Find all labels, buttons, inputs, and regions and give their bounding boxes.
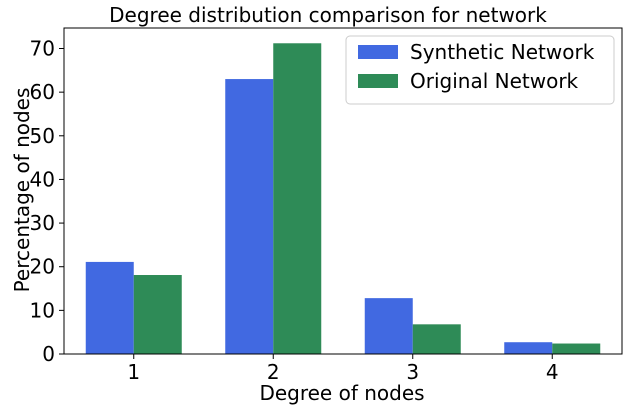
legend-label: Synthetic Network <box>410 40 595 64</box>
y-tick-label: 30 <box>30 211 55 235</box>
y-tick-label: 50 <box>30 124 55 148</box>
y-tick-label: 10 <box>30 298 55 322</box>
y-tick-label: 60 <box>30 80 55 104</box>
chart-title: Degree distribution comparison for netwo… <box>109 3 547 27</box>
y-axis-title: Percentage of nodes <box>10 88 34 293</box>
legend-box <box>345 35 615 105</box>
bar-synthetic-network-4 <box>504 342 553 354</box>
bar-original-network-3 <box>412 324 461 354</box>
x-tick-label: 2 <box>267 360 280 384</box>
bar-synthetic-network-1 <box>85 261 134 354</box>
bar-original-network-1 <box>133 275 182 354</box>
plot-frame <box>63 27 623 355</box>
bar-synthetic-network-3 <box>364 298 413 354</box>
x-tick-label: 3 <box>406 360 419 384</box>
y-tick-label: 20 <box>30 255 55 279</box>
plot-area <box>63 27 623 355</box>
legend-swatch <box>358 45 398 59</box>
x-axis: 1 2 3 4 <box>127 354 559 384</box>
bar-original-network-4 <box>552 343 601 354</box>
y-tick-label: 70 <box>30 37 55 61</box>
x-axis-title: Degree of nodes <box>259 381 424 405</box>
x-tick-label: 1 <box>127 360 140 384</box>
x-tick-label: 4 <box>546 360 559 384</box>
y-tick-label: 0 <box>42 342 55 366</box>
legend-swatch <box>358 74 398 88</box>
bar-original-network-2 <box>273 43 322 355</box>
legend: Synthetic Network Original Network <box>345 35 615 105</box>
y-axis: 0 10 20 30 40 50 60 70 <box>30 37 64 366</box>
y-tick-label: 40 <box>30 167 55 191</box>
legend-label: Original Network <box>410 69 579 93</box>
bar-synthetic-network-2 <box>225 79 274 354</box>
